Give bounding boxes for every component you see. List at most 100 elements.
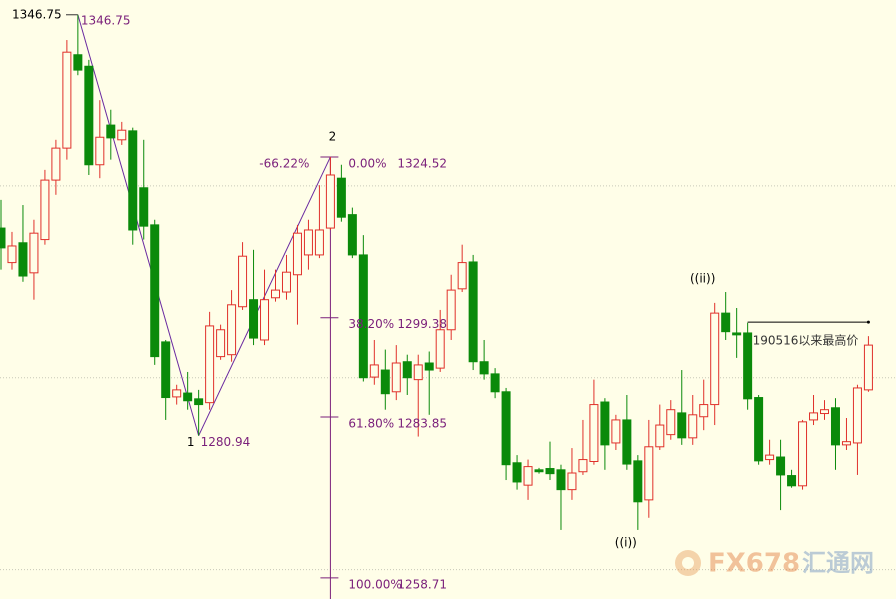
candle-down [18, 242, 28, 277]
fib-extension: -66.22% [259, 156, 309, 170]
candle-down [600, 401, 610, 446]
candle-up [227, 304, 237, 356]
candle-down [358, 254, 368, 379]
fib-price: 1283.85 [397, 417, 447, 431]
watermark: FX678 汇通网 [675, 549, 874, 579]
candle-down [84, 65, 94, 166]
fib-ratio: 61.80% [348, 417, 394, 431]
candle-up [7, 245, 17, 264]
wave-line [77, 14, 200, 436]
candle-down [743, 332, 753, 400]
candle-down [776, 456, 786, 476]
candle-down [106, 124, 116, 139]
candle-up [567, 472, 577, 491]
watermark-name: 汇通网 [802, 549, 874, 577]
candle-up [688, 414, 698, 439]
candle-up [435, 329, 445, 369]
candle-down [512, 462, 522, 483]
candle-down [633, 460, 643, 503]
candle-down [249, 299, 259, 339]
candle-up [40, 179, 50, 241]
fib-ratio: 100.00% [348, 577, 401, 591]
wave-label: ((ii)) [690, 271, 715, 285]
candle-up [260, 299, 270, 341]
candle-down [73, 54, 83, 71]
candle-up [589, 404, 599, 462]
candle-down [501, 391, 511, 466]
fib-price: 1324.52 [397, 156, 447, 170]
wave-label: ((i)) [615, 535, 637, 549]
candle-down [721, 312, 731, 333]
candle-down [468, 261, 478, 363]
fib-price: 1299.38 [397, 317, 447, 331]
candle-down [534, 469, 544, 473]
candle-up [666, 409, 676, 436]
candle-up [798, 421, 808, 487]
fib-ratio: 0.00% [348, 156, 386, 170]
candle-down [0, 227, 6, 249]
candle-up [29, 232, 39, 274]
candle-up [841, 441, 851, 446]
candle-down [424, 362, 434, 371]
candle-up [238, 255, 248, 308]
candle-up [172, 389, 182, 398]
candle-up [523, 466, 533, 486]
candle-down [402, 361, 412, 379]
candle-up [216, 329, 226, 358]
candle-up [369, 364, 379, 378]
logo [682, 557, 694, 569]
candle-up [644, 446, 654, 501]
candle-down [754, 397, 764, 462]
candle-up [578, 459, 588, 473]
annotation-text: 190516以来最高价 [753, 333, 859, 348]
candle-up [391, 362, 401, 393]
candle-down [622, 419, 632, 465]
fib-price: 1258.71 [397, 577, 447, 591]
wave-label: 2 [329, 129, 337, 143]
candle-up [699, 404, 709, 418]
candle-down [183, 392, 193, 402]
candle-up [95, 136, 105, 166]
candle-down [787, 475, 797, 487]
candle-up [852, 387, 862, 444]
candle-up [820, 409, 829, 415]
annotation-dot [866, 320, 870, 324]
candle-down [732, 332, 742, 336]
candle-down [139, 187, 149, 227]
high-marker: 1346.75 [12, 7, 62, 21]
watermark-brand: FX678 [708, 549, 800, 579]
candle-up [117, 129, 127, 141]
candle-down [347, 214, 357, 256]
logo [675, 550, 701, 576]
candle-down [479, 361, 489, 375]
candle-up [446, 289, 456, 331]
wave-label: 1 [187, 435, 195, 449]
candle-up [457, 262, 467, 290]
candle-up [281, 271, 291, 293]
candle-down [380, 369, 390, 395]
candle-up [205, 325, 215, 404]
candle-up [863, 344, 873, 391]
candle-down [556, 469, 566, 491]
candle-down [194, 398, 204, 406]
candle-up [655, 424, 665, 448]
candle-down [830, 407, 840, 446]
candle-up [303, 229, 313, 256]
candle-up [710, 312, 720, 406]
candle-up [765, 454, 775, 461]
fib-ratio: 38.20% [348, 317, 394, 331]
candle-up [292, 232, 302, 276]
candle-up [51, 147, 61, 181]
candle-up [611, 419, 621, 444]
candle-up [325, 174, 335, 229]
candle-down [490, 373, 500, 393]
candle-down [336, 177, 346, 218]
candle-down [150, 224, 160, 358]
candle-down [545, 468, 555, 475]
candle-down [677, 412, 687, 439]
candle-down [128, 130, 138, 231]
candle-up [62, 51, 72, 149]
candle-up [809, 412, 819, 421]
price-label: 1346.75 [81, 13, 131, 27]
